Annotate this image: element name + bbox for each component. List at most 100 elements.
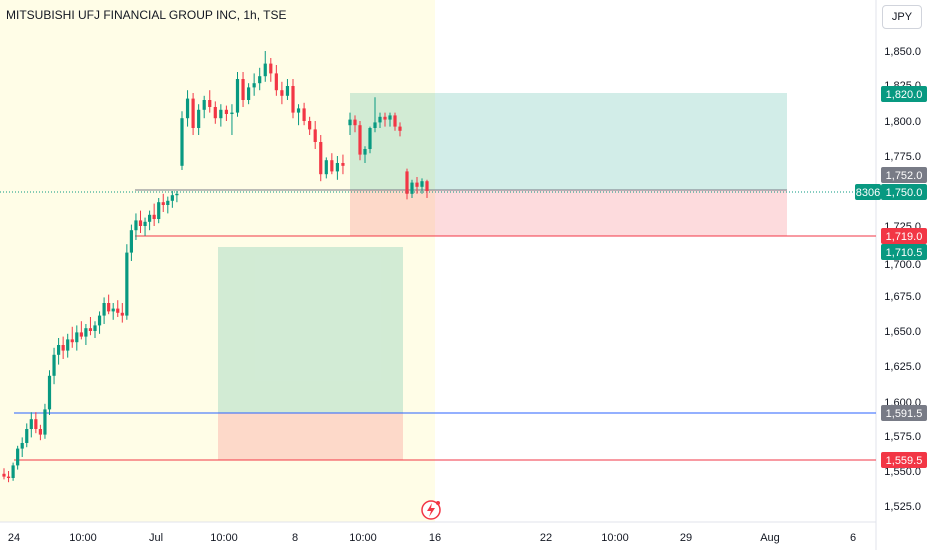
candle-body bbox=[341, 163, 345, 166]
candle-body bbox=[152, 214, 156, 219]
candle-body bbox=[166, 200, 170, 205]
candle-body bbox=[2, 473, 6, 477]
candle-body bbox=[405, 171, 409, 194]
candle-body bbox=[363, 149, 367, 155]
y-label: 1,550.0 bbox=[884, 466, 921, 478]
position-profit-zone-upper[interactable] bbox=[350, 93, 787, 190]
svg-text:1,710.5: 1,710.5 bbox=[886, 247, 923, 259]
candle-body bbox=[20, 443, 24, 449]
candle-body bbox=[335, 163, 339, 172]
candle-body bbox=[43, 409, 47, 435]
candle-body bbox=[191, 98, 195, 128]
candle-body bbox=[213, 107, 217, 119]
x-label: Jul bbox=[149, 532, 163, 544]
candle-body bbox=[11, 465, 15, 478]
candles-group bbox=[2, 51, 429, 483]
x-label: 16 bbox=[429, 532, 441, 544]
candle-body bbox=[330, 160, 334, 172]
candle-body bbox=[274, 73, 278, 91]
x-label: 8 bbox=[292, 532, 298, 544]
candle-body bbox=[120, 312, 124, 316]
chart-title: MITSUBISHI UFJ FINANCIAL GROUP INC, 1h, … bbox=[6, 8, 287, 22]
x-label: 10:00 bbox=[69, 532, 97, 544]
candle-body bbox=[52, 354, 56, 376]
candle-body bbox=[34, 419, 38, 429]
candle-body bbox=[358, 125, 362, 155]
y-label: 1,700.0 bbox=[884, 259, 921, 271]
candle-body bbox=[47, 375, 52, 410]
y-label: 1,525.0 bbox=[884, 501, 921, 513]
price-tag-current: 1,750.0 bbox=[881, 184, 927, 200]
candle-body bbox=[116, 308, 120, 313]
x-label: 29 bbox=[680, 532, 692, 544]
candle-body bbox=[230, 112, 234, 114]
candle-body bbox=[111, 308, 115, 312]
candle-body bbox=[235, 79, 240, 113]
candle-body bbox=[97, 315, 102, 326]
candle-body bbox=[319, 142, 323, 175]
x-label: 10:00 bbox=[601, 532, 629, 544]
price-tag-tp-upper: 1,820.0 bbox=[881, 86, 927, 102]
session-highlight-right bbox=[156, 0, 435, 522]
time-axis[interactable]: 24 10:00 Jul 10:00 8 10:00 16 22 10:00 2… bbox=[8, 532, 856, 544]
x-label: Aug bbox=[760, 532, 780, 544]
candle-body bbox=[420, 181, 424, 187]
y-label: 1,625.0 bbox=[884, 361, 921, 373]
y-label: 1,650.0 bbox=[884, 326, 921, 338]
currency-button[interactable]: JPY bbox=[882, 5, 922, 29]
svg-text:1,591.5: 1,591.5 bbox=[886, 408, 923, 420]
candle-body bbox=[308, 121, 312, 130]
x-label: 10:00 bbox=[349, 532, 377, 544]
candle-body bbox=[398, 126, 402, 131]
candle-body bbox=[353, 119, 357, 126]
candle-body bbox=[70, 339, 74, 343]
svg-text:1,752.0: 1,752.0 bbox=[886, 170, 923, 182]
candle-body bbox=[129, 230, 133, 253]
candle-body bbox=[6, 476, 11, 478]
candle-body bbox=[61, 345, 65, 351]
price-axis[interactable]: 1,850.0 1,825.0 1,800.0 1,775.0 1,725.0 … bbox=[884, 46, 921, 513]
price-tag-entry-lower: 1,710.5 bbox=[881, 244, 927, 260]
x-label: 10:00 bbox=[210, 532, 238, 544]
candle-body bbox=[258, 76, 262, 84]
candle-body bbox=[125, 252, 129, 316]
x-label: 22 bbox=[540, 532, 552, 544]
candle-body bbox=[66, 339, 70, 351]
candle-body bbox=[302, 108, 306, 121]
position-loss-zone-upper[interactable] bbox=[350, 190, 787, 236]
candle-body bbox=[324, 160, 328, 175]
candle-body bbox=[202, 100, 206, 110]
candle-body bbox=[197, 109, 201, 128]
candle-body bbox=[269, 63, 273, 74]
candle-body bbox=[57, 345, 61, 355]
candle-body bbox=[75, 332, 79, 343]
y-label: 1,800.0 bbox=[884, 116, 921, 128]
y-label: 1,675.0 bbox=[884, 291, 921, 303]
candle-body bbox=[175, 193, 179, 196]
lightning-icon[interactable] bbox=[421, 500, 441, 520]
svg-text:1,750.0: 1,750.0 bbox=[886, 187, 923, 199]
x-label: 24 bbox=[8, 532, 20, 544]
position-loss-zone-lower[interactable] bbox=[218, 413, 403, 460]
candle-body bbox=[148, 214, 152, 222]
position-profit-zone-lower[interactable] bbox=[218, 247, 403, 413]
y-label: 1,775.0 bbox=[884, 151, 921, 163]
candle-body bbox=[252, 83, 256, 88]
candle-body bbox=[161, 202, 165, 205]
candle-body bbox=[373, 122, 377, 128]
candle-body bbox=[263, 63, 267, 77]
candle-body bbox=[393, 115, 397, 127]
candle-body bbox=[415, 182, 419, 187]
candle-body bbox=[313, 129, 317, 142]
candle-body bbox=[241, 79, 245, 100]
x-label: 6 bbox=[850, 532, 856, 544]
candle-body bbox=[378, 116, 382, 123]
candle-body bbox=[291, 86, 295, 113]
y-label: 1,575.0 bbox=[884, 431, 921, 443]
candle-body bbox=[296, 108, 301, 113]
svg-text:1,719.0: 1,719.0 bbox=[886, 231, 923, 243]
candle-body bbox=[143, 221, 147, 226]
candle-body bbox=[93, 325, 97, 331]
candle-body bbox=[38, 429, 42, 435]
